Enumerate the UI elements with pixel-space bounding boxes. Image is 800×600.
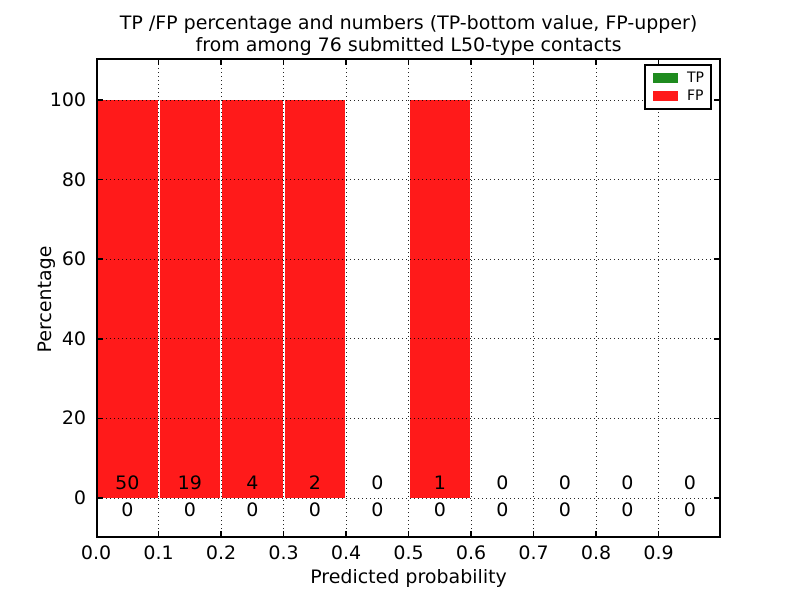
fp-bar: [284, 100, 345, 498]
right-spine: [719, 58, 721, 538]
x-tick-label: 0.6: [455, 542, 487, 564]
v-gridline: [408, 60, 409, 536]
fp-count-label: 0: [621, 472, 634, 494]
fp-count-label: 0: [496, 472, 509, 494]
tp-count-label: 0: [183, 499, 196, 521]
tp-count-label: 0: [371, 499, 384, 521]
y-tick: [98, 258, 103, 260]
tp-legend-label: TP: [687, 70, 704, 86]
top-spine: [96, 58, 721, 60]
y-tick: [714, 497, 719, 499]
v-gridline: [470, 60, 472, 536]
y-tick: [714, 417, 719, 420]
y-tick-label: 80: [61, 168, 86, 191]
x-tick: [282, 531, 285, 536]
x-tick: [657, 60, 660, 65]
y-tick: [714, 258, 719, 260]
x-tick-label: 0.3: [268, 542, 299, 564]
x-axis-label: Predicted probability: [310, 566, 507, 588]
v-gridline: [658, 60, 659, 536]
x-tick: [532, 531, 535, 536]
fp-bar: [409, 100, 470, 498]
x-tick-label: 0.8: [580, 542, 612, 564]
tp-count-label: 0: [621, 499, 634, 521]
chart-title-line-2: from among 76 submitted L50-type contact…: [195, 34, 622, 56]
x-tick-label: 0.5: [393, 542, 424, 564]
legend-entry-tp: TP: [653, 70, 704, 86]
x-tick: [220, 531, 222, 536]
y-tick-label: 20: [61, 407, 86, 430]
fp-count-label: 4: [246, 472, 259, 494]
x-tick-label: 0.9: [643, 542, 674, 564]
x-tick: [157, 531, 160, 536]
v-gridline: [595, 60, 597, 536]
tp-count-label: 0: [558, 499, 571, 521]
tp-count-label: 0: [121, 499, 134, 521]
x-tick: [345, 531, 347, 536]
v-gridline: [533, 60, 534, 536]
y-tick: [714, 338, 719, 340]
x-tick: [470, 60, 472, 65]
fp-bar: [159, 100, 220, 498]
x-tick: [345, 60, 347, 65]
tp-count-label: 0: [246, 499, 259, 521]
y-tick-label: 100: [49, 89, 86, 111]
y-axis-label: Percentage: [34, 245, 56, 353]
y-tick: [714, 99, 719, 101]
tp-count-label: 0: [496, 499, 509, 521]
x-tick: [282, 60, 285, 65]
v-gridline: [283, 60, 284, 536]
v-gridline: [345, 60, 347, 536]
fp-count-label: 0: [683, 472, 696, 494]
y-tick: [98, 497, 103, 499]
x-tick: [657, 531, 660, 536]
fp-count-label: 0: [558, 472, 571, 494]
fp-bar: [222, 100, 283, 498]
x-tick: [595, 60, 597, 65]
tp-count-label: 0: [433, 499, 446, 521]
fp-legend-label: FP: [687, 88, 704, 104]
fp-count-label: 50: [115, 472, 140, 494]
x-tick: [595, 531, 597, 536]
x-tick-label: 0.7: [518, 542, 549, 564]
tp-count-label: 0: [683, 499, 696, 521]
y-tick: [98, 417, 103, 420]
x-tick: [157, 60, 160, 65]
y-tick: [714, 178, 719, 181]
x-tick: [407, 531, 410, 536]
left-spine: [96, 58, 98, 538]
fp-bar: [97, 100, 158, 498]
tp-legend-swatch-icon: [653, 73, 678, 83]
fp-count-label: 2: [308, 472, 321, 494]
plot-area: TP FP 0 0 0 0 0 0 0 0 0 0 50 19 4 2 0 1 0 0 0 0: [96, 58, 721, 538]
x-tick-label: 0.4: [330, 542, 362, 564]
x-tick: [407, 60, 410, 65]
v-gridline: [220, 60, 222, 536]
tp-count-label: 0: [308, 499, 321, 521]
x-tick-label: 0.0: [80, 542, 112, 564]
bottom-spine: [96, 536, 721, 538]
fp-legend-swatch-icon: [653, 91, 678, 101]
v-gridline: [158, 60, 159, 536]
y-tick: [98, 178, 103, 181]
fp-count-label: 1: [433, 472, 446, 494]
x-tick: [470, 531, 472, 536]
y-tick: [98, 338, 103, 340]
x-tick: [220, 60, 222, 65]
fp-count-label: 0: [371, 472, 384, 494]
chart-title-line-1: TP /FP percentage and numbers (TP-bottom…: [119, 12, 698, 34]
y-tick: [98, 99, 103, 101]
y-tick-label: 60: [61, 248, 86, 271]
legend: TP FP: [644, 64, 712, 110]
legend-entry-fp: FP: [653, 88, 704, 104]
fp-count-label: 19: [177, 472, 202, 494]
x-tick-label: 0.1: [143, 542, 174, 564]
x-tick-label: 0.2: [205, 542, 237, 564]
y-tick-label: 0: [73, 487, 86, 509]
y-tick-label: 40: [61, 327, 86, 350]
x-tick: [532, 60, 535, 65]
